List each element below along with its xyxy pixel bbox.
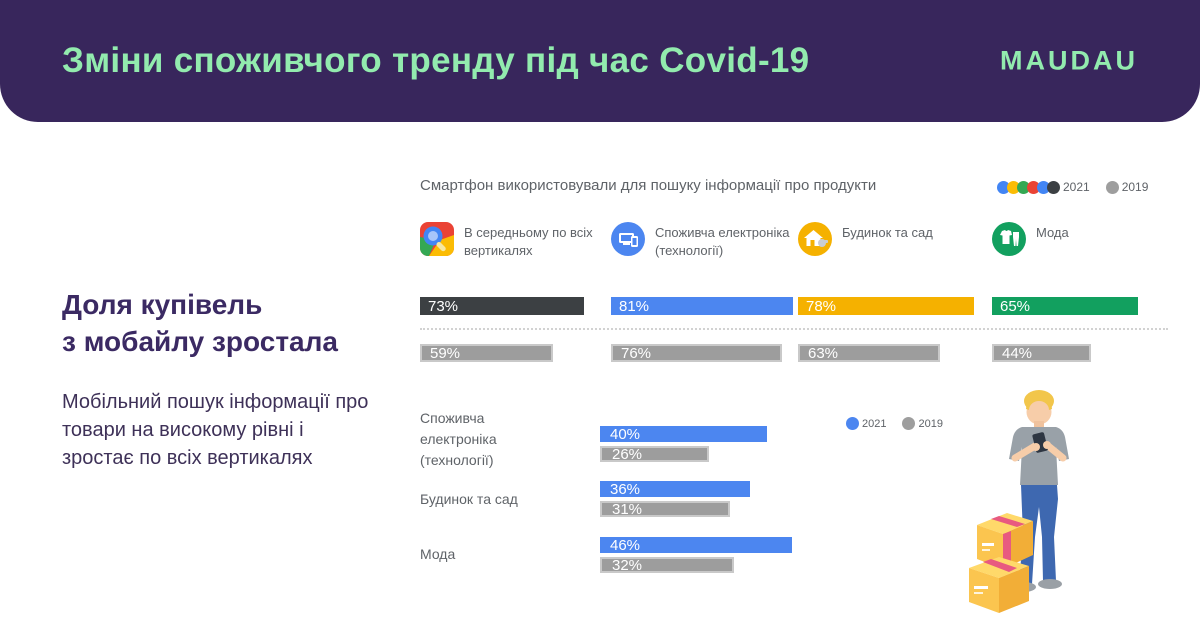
bar-2021-2: 78% (798, 297, 974, 315)
bar-2019-2: 63% (798, 344, 940, 362)
home-garden-icon (798, 222, 832, 256)
section-heading-line1: Доля купівель (62, 289, 263, 320)
legend-dot (997, 180, 1010, 194)
legend-item-2019: 2019 (1105, 180, 1149, 194)
maudau-logo: MAUDAU (1000, 45, 1138, 76)
fashion-icon (992, 222, 1026, 256)
legend-label: 2019 (918, 417, 943, 430)
bar-2021-1: 81% (611, 297, 793, 315)
legend-label: 2021 (862, 417, 887, 430)
category-label: Будинок та сад (842, 225, 933, 240)
legend-label: 2019 (1121, 180, 1149, 194)
chart2-legend: 2021 2019 (846, 417, 943, 430)
consumer-electronics-icon (611, 222, 645, 256)
bar-2019-3: 44% (992, 344, 1091, 362)
legend-dot (1047, 180, 1060, 194)
legend-dot (846, 417, 859, 430)
chart2-bar-2021-2: 46% (600, 537, 792, 554)
section-heading-line2: з мобайлу зростала (62, 326, 338, 357)
bar-2021-3: 65% (992, 297, 1138, 315)
category-header: Споживча електроніка (технології) (611, 222, 797, 260)
chart2-bar-2021-1: 36% (600, 481, 750, 498)
chart2-bar-2019-2: 32% (600, 557, 734, 574)
legend-dot (1017, 180, 1030, 194)
bar-2019-0: 59% (420, 344, 553, 362)
person-with-phone-and-boxes-illustration (969, 390, 1069, 613)
chart2-bar-2019-1: 31% (600, 501, 730, 518)
bar-2019-1: 76% (611, 344, 782, 362)
dotted-divider-line (420, 328, 1168, 330)
legend-dot (1105, 180, 1119, 194)
chart2-row-label: Мода (420, 546, 456, 562)
chart2-row-label: Будинок та сад (420, 491, 518, 507)
category-header: Будинок та сад (798, 222, 984, 256)
category-label: Мода (1036, 225, 1069, 240)
chart2-row-label: Споживча електроніка (технології) (420, 410, 497, 468)
category-header: Мода (992, 222, 1178, 256)
bar-2021-0: 73% (420, 297, 584, 315)
legend-dot (1007, 180, 1020, 194)
legend-item-2019: 2019 (902, 417, 943, 430)
legend-label: 2021 (1063, 180, 1090, 194)
chart2-bar-2021-0: 40% (600, 426, 767, 443)
google-search-icon (420, 222, 454, 256)
chart1-legend: 2021 2019 (997, 180, 1148, 194)
legend-dot (1027, 180, 1040, 194)
category-label: Споживча електроніка (технології) (655, 225, 790, 258)
legend-dot (902, 417, 916, 430)
chart1-title: Смартфон використовували для пошуку інфо… (420, 177, 877, 194)
legend-item-2021: 2021 (997, 180, 1090, 194)
category-header: В середньому по всіх вертикалях (420, 222, 606, 260)
legend-item-2021: 2021 (846, 417, 886, 430)
page-title: Зміни споживчого тренду під час Covid-19 (62, 41, 810, 80)
section-body: Мобільний пошук інформації про товари на… (62, 391, 369, 469)
legend-dot (1037, 180, 1050, 194)
section-heading: Доля купівель з мобайлу зростала (62, 286, 432, 360)
chart2-bar-2019-0: 26% (600, 446, 709, 463)
category-label: В середньому по всіх вертикалях (464, 225, 593, 258)
header-banner: Зміни споживчого тренду під час Covid-19… (0, 0, 1200, 122)
